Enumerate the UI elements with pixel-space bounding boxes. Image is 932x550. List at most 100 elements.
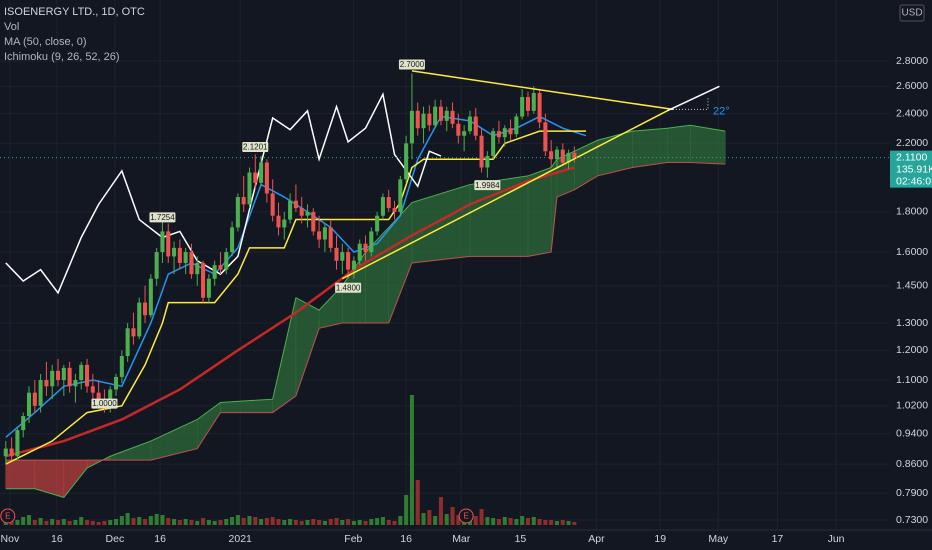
volume-bar — [438, 497, 443, 525]
volume-bar — [334, 518, 339, 525]
volume-bar — [363, 521, 368, 525]
volume-bar — [531, 517, 536, 525]
candle-body — [38, 380, 43, 406]
x-tick-label: Dec — [106, 533, 125, 545]
price-label-box — [91, 398, 118, 409]
x-tick-label: Feb — [344, 533, 362, 545]
volume-bar — [148, 516, 153, 525]
last-volume-label: 135.91K — [896, 163, 932, 175]
candle-body — [554, 149, 560, 160]
currency-box[interactable] — [899, 4, 925, 22]
volume-bar — [433, 516, 438, 525]
cloud-segment — [690, 124, 726, 165]
volume-bar — [44, 521, 49, 525]
volume-bar — [450, 507, 455, 525]
price-axis-bg — [890, 0, 932, 550]
y-tick-label: 2.8000 — [896, 55, 928, 67]
candle-body — [514, 116, 519, 135]
candle-body — [508, 128, 513, 135]
candle-body — [357, 243, 362, 261]
volume-bar — [247, 516, 252, 525]
volume-bar — [380, 517, 385, 525]
candle-body — [288, 200, 293, 220]
candle-body — [537, 92, 542, 123]
candle-body — [259, 162, 264, 183]
candle-body — [427, 113, 432, 126]
x-tick-label: 16 — [51, 533, 63, 545]
candle-body — [485, 156, 490, 168]
candle-body — [15, 430, 20, 457]
event-label: E — [5, 512, 10, 521]
y-tick-label: 0.9400 — [896, 427, 928, 439]
indicator-line — [5, 166, 575, 458]
volume-bar — [554, 521, 560, 525]
candle-body — [212, 265, 217, 279]
candle-body — [90, 386, 95, 393]
volume-bar — [67, 521, 72, 525]
volume-bar — [520, 516, 525, 525]
y-tick-label: 2.4000 — [896, 107, 928, 119]
volume-bar — [311, 519, 316, 525]
volume-bar — [235, 515, 240, 525]
candle-body — [50, 370, 55, 387]
candle-body — [276, 215, 281, 228]
volume-bar — [90, 521, 95, 525]
volume-bar — [293, 520, 298, 525]
volume-bar — [166, 518, 171, 525]
volume-bar — [73, 520, 78, 525]
price-label: 1.0000 — [92, 399, 117, 408]
volume-bar — [340, 520, 345, 525]
volume-bar — [409, 395, 414, 525]
candle-body — [322, 227, 327, 240]
candle-body — [346, 252, 351, 270]
countdown-label: 02:46:01 — [896, 175, 932, 187]
volume-bar — [560, 520, 565, 525]
currency[interactable]: USD — [901, 8, 922, 19]
x-tick-label: 19 — [654, 533, 666, 545]
candle-body — [491, 131, 496, 157]
x-tick-label: 16 — [400, 533, 412, 545]
candle-body — [247, 172, 252, 205]
candle-body — [177, 247, 182, 263]
volume-bar — [183, 519, 188, 525]
candle-body — [114, 376, 119, 390]
candle-body — [305, 211, 310, 216]
candle-body — [166, 231, 171, 257]
volume-bar — [491, 518, 496, 525]
x-tick-label: Jun — [828, 533, 845, 545]
candle-body — [67, 367, 72, 387]
volume-bar — [96, 522, 101, 525]
candle-body — [398, 179, 403, 212]
volume-bar — [537, 519, 542, 525]
candle-body — [172, 247, 177, 257]
legend-item: MA (50, close, 0) — [4, 36, 87, 48]
candle-body — [96, 392, 101, 400]
volume-bar — [143, 519, 148, 525]
candle-body — [421, 113, 426, 129]
candle-body — [3, 448, 8, 457]
indicator-line — [5, 92, 442, 295]
y-tick-label: 1.3000 — [896, 317, 928, 329]
trendline — [411, 70, 674, 111]
volume-bar — [444, 514, 449, 525]
candle-body — [363, 243, 368, 253]
candle-body — [293, 200, 298, 209]
candle-body — [44, 380, 49, 387]
candle-body — [253, 172, 258, 183]
candle-body — [392, 208, 397, 212]
volume-bar — [270, 517, 275, 525]
candle-body — [224, 252, 229, 270]
candle-body — [473, 116, 478, 136]
y-tick-label: 1.8000 — [896, 206, 928, 218]
candle-body — [351, 260, 356, 270]
volume-bar — [241, 518, 246, 525]
volume-bar — [119, 516, 124, 525]
volume-bar — [357, 520, 362, 525]
candle-body — [32, 392, 37, 406]
volume-bar — [549, 520, 554, 525]
volume-bar — [177, 520, 182, 525]
candle-body — [26, 392, 32, 417]
candle-body — [119, 356, 124, 377]
y-tick-label: 1.0200 — [896, 400, 928, 412]
candle-body — [84, 364, 90, 387]
